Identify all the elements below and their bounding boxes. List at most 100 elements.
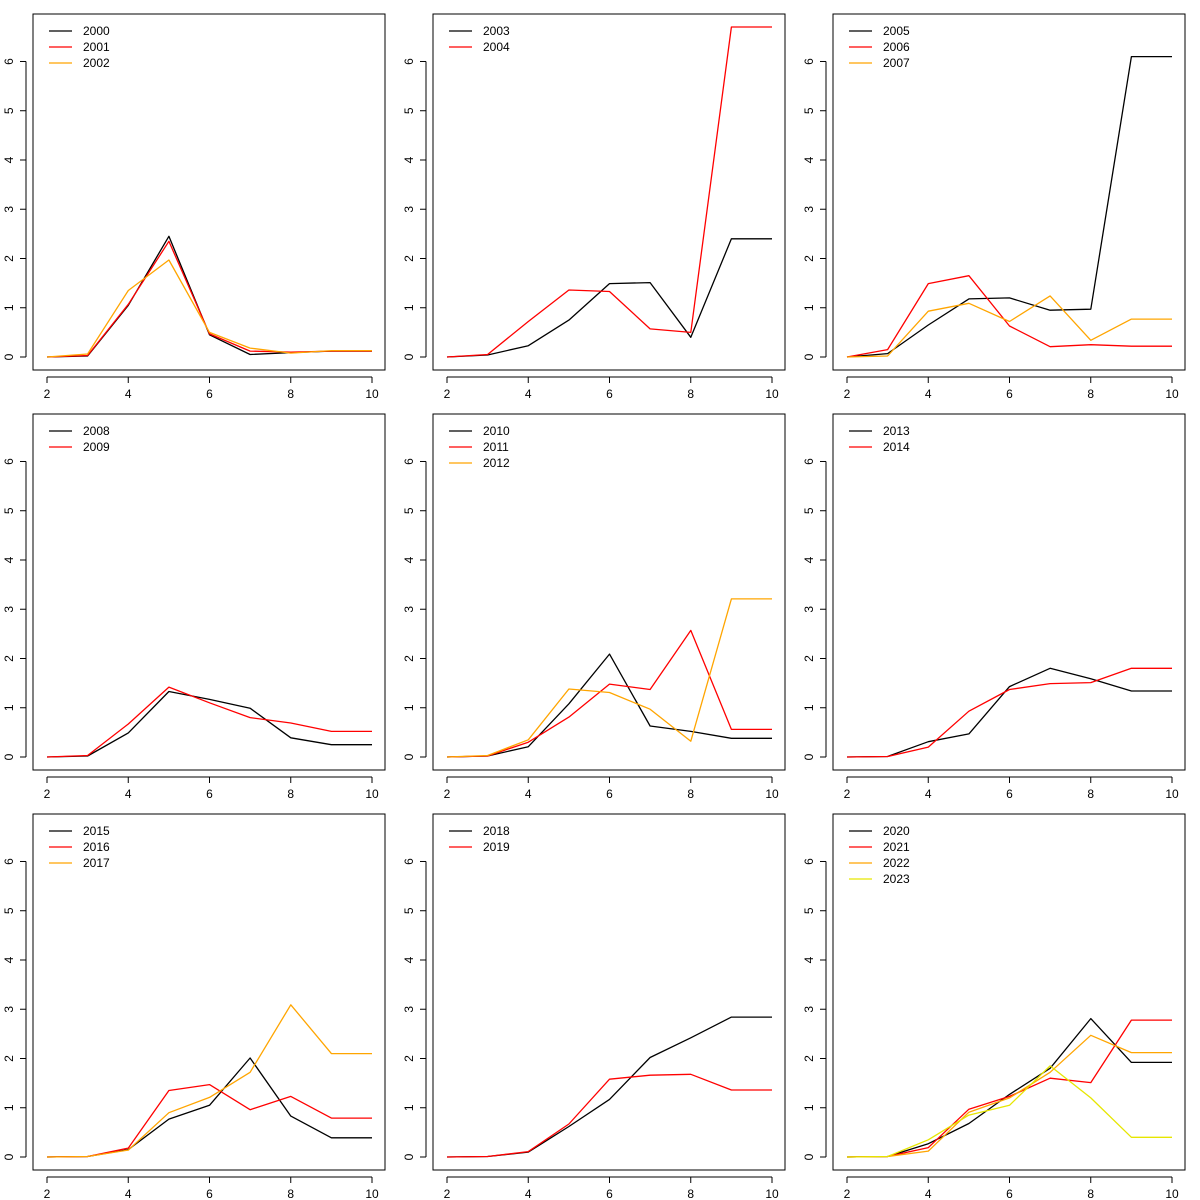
y-tick-label: 3 xyxy=(2,206,16,213)
y-tick-label: 3 xyxy=(802,1006,816,1013)
x-tick-label: 6 xyxy=(1006,787,1013,800)
series-line-2006 xyxy=(846,275,1172,358)
legend-label: 2011 xyxy=(483,440,509,454)
y-tick-label: 2 xyxy=(802,655,816,662)
x-tick-label: 2 xyxy=(444,787,451,800)
x-tick-label: 6 xyxy=(206,787,213,800)
y-tick-label: 4 xyxy=(402,956,416,963)
x-tick-label: 10 xyxy=(765,787,779,800)
chart-svg: 2 4 6 8 10 0 1 2 3 4 5 6 2000 2001 2002 xyxy=(2,13,386,400)
y-tick-label: 5 xyxy=(802,907,816,914)
y-tick-label: 1 xyxy=(402,704,416,711)
series-line-2013 xyxy=(846,667,1172,758)
plot-frame xyxy=(832,413,1186,771)
x-tick-label: 2 xyxy=(44,1187,51,1200)
x-tick-label: 6 xyxy=(1006,387,1013,400)
chart-panel-8: 2 4 6 8 10 0 1 2 3 4 5 6 2018 2019 xyxy=(400,800,800,1200)
y-tick-label: 2 xyxy=(402,1055,416,1062)
x-tick-label: 8 xyxy=(1087,387,1094,400)
x-tick-label: 4 xyxy=(525,387,532,400)
chart-panel-5: 2 4 6 8 10 0 1 2 3 4 5 6 2010 2011 2012 xyxy=(400,400,800,800)
y-tick-label: 3 xyxy=(802,206,816,213)
y-tick-label: 1 xyxy=(802,704,816,711)
series-line-2016 xyxy=(46,1083,372,1158)
x-tick-label: 4 xyxy=(925,387,932,400)
series-line-2005 xyxy=(846,55,1172,358)
y-tick-label: 6 xyxy=(802,458,816,465)
x-tick-label: 8 xyxy=(687,1187,694,1200)
plot-frame xyxy=(432,13,786,371)
x-tick-label: 10 xyxy=(365,1187,379,1200)
legend-label: 2007 xyxy=(883,56,910,70)
y-tick-label: 5 xyxy=(402,107,416,114)
x-tick-label: 6 xyxy=(606,387,613,400)
y-tick-label: 6 xyxy=(2,458,16,465)
y-tick-label: 1 xyxy=(2,1104,16,1111)
chart-panel-4: 2 4 6 8 10 0 1 2 3 4 5 6 2008 2009 xyxy=(0,400,400,800)
legend-label: 2023 xyxy=(883,872,910,886)
x-tick-label: 4 xyxy=(525,1187,532,1200)
series-line-2010 xyxy=(446,653,772,758)
y-tick-label: 1 xyxy=(802,304,816,311)
x-tick-label: 8 xyxy=(1087,1187,1094,1200)
y-tick-label: 4 xyxy=(402,156,416,163)
plot-frame xyxy=(832,13,1186,371)
legend-label: 2019 xyxy=(483,840,510,854)
y-tick-label: 6 xyxy=(2,858,16,865)
x-tick-label: 2 xyxy=(44,787,51,800)
legend-label: 2008 xyxy=(83,424,110,438)
legend-label: 2016 xyxy=(83,840,110,854)
legend-label: 2004 xyxy=(483,40,510,54)
x-tick-label: 10 xyxy=(1165,1187,1179,1200)
series-line-2007 xyxy=(846,295,1172,358)
y-tick-label: 6 xyxy=(402,58,416,65)
series-line-2003 xyxy=(446,238,772,358)
y-tick-label: 1 xyxy=(2,704,16,711)
legend-label: 2000 xyxy=(83,24,110,38)
legend-label: 2018 xyxy=(483,824,510,838)
legend-label: 2017 xyxy=(83,856,110,870)
series-line-2021 xyxy=(846,1019,1172,1158)
x-tick-label: 6 xyxy=(606,787,613,800)
chart-svg: 2 4 6 8 10 0 1 2 3 4 5 6 2013 2014 xyxy=(802,413,1186,800)
x-tick-label: 4 xyxy=(125,387,132,400)
x-tick-label: 10 xyxy=(1165,387,1179,400)
y-tick-label: 0 xyxy=(802,353,816,360)
plot-frame xyxy=(32,13,386,371)
y-tick-label: 2 xyxy=(802,1055,816,1062)
series-line-2000 xyxy=(46,235,372,358)
y-tick-label: 5 xyxy=(402,907,416,914)
y-tick-label: 2 xyxy=(2,1055,16,1062)
x-tick-label: 2 xyxy=(44,387,51,400)
legend-label: 2009 xyxy=(83,440,110,454)
y-tick-label: 0 xyxy=(802,753,816,760)
chart-svg: 2 4 6 8 10 0 1 2 3 4 5 6 2020 2021 2022 2023 xyxy=(802,813,1186,1200)
series-line-2020 xyxy=(846,1017,1172,1158)
legend-label: 2012 xyxy=(483,456,510,470)
y-tick-label: 6 xyxy=(2,58,16,65)
y-tick-label: 5 xyxy=(802,507,816,514)
y-tick-label: 3 xyxy=(402,206,416,213)
y-tick-label: 5 xyxy=(2,907,16,914)
series-line-2009 xyxy=(46,686,372,758)
y-tick-label: 3 xyxy=(402,606,416,613)
x-tick-label: 4 xyxy=(925,787,932,800)
y-tick-label: 3 xyxy=(802,606,816,613)
x-tick-label: 4 xyxy=(925,1187,932,1200)
legend-label: 2005 xyxy=(883,24,910,38)
y-tick-label: 3 xyxy=(2,606,16,613)
y-tick-label: 4 xyxy=(2,156,16,163)
x-tick-label: 10 xyxy=(365,387,379,400)
x-tick-label: 6 xyxy=(206,1187,213,1200)
legend-label: 2006 xyxy=(883,40,910,54)
y-tick-label: 6 xyxy=(802,58,816,65)
y-tick-label: 1 xyxy=(2,304,16,311)
y-tick-label: 1 xyxy=(802,1104,816,1111)
x-tick-label: 4 xyxy=(525,787,532,800)
y-tick-label: 0 xyxy=(402,753,416,760)
x-tick-label: 10 xyxy=(365,787,379,800)
chart-svg: 2 4 6 8 10 0 1 2 3 4 5 6 2003 2004 xyxy=(402,13,786,400)
y-tick-label: 6 xyxy=(402,458,416,465)
chart-panel-9: 2 4 6 8 10 0 1 2 3 4 5 6 2020 2021 2022 2023 xyxy=(800,800,1200,1200)
